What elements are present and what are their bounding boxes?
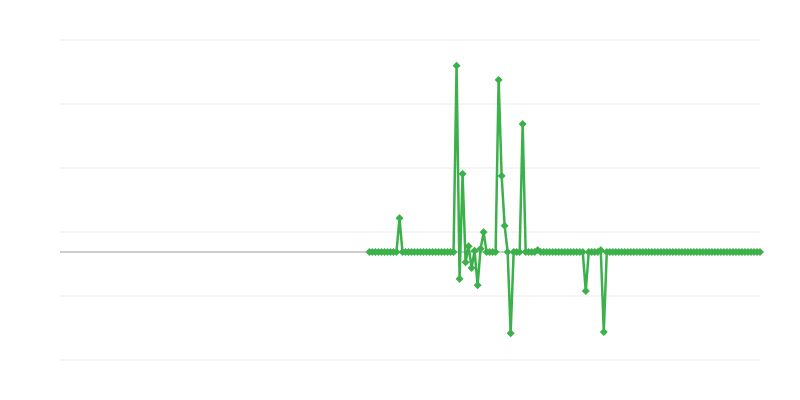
marker	[494, 75, 503, 84]
marker	[497, 171, 506, 180]
marker	[581, 287, 590, 296]
marker	[515, 248, 524, 256]
marker	[500, 221, 509, 230]
marker	[458, 169, 467, 178]
marker	[491, 248, 500, 256]
marker	[479, 228, 488, 237]
marker	[596, 246, 605, 255]
marker	[461, 258, 470, 267]
marker	[455, 274, 464, 283]
marker	[506, 329, 515, 338]
marker	[503, 248, 512, 256]
marker	[599, 328, 608, 336]
marker	[392, 248, 401, 256]
marker	[470, 246, 479, 255]
line	[369, 64, 760, 335]
marker	[518, 120, 527, 128]
marker	[464, 242, 473, 251]
marker	[449, 248, 458, 256]
marker	[473, 281, 482, 290]
marker	[476, 244, 485, 253]
marker	[395, 214, 404, 223]
marker	[756, 248, 764, 256]
marker	[578, 248, 587, 256]
marker	[452, 61, 461, 70]
marker	[467, 264, 476, 272]
